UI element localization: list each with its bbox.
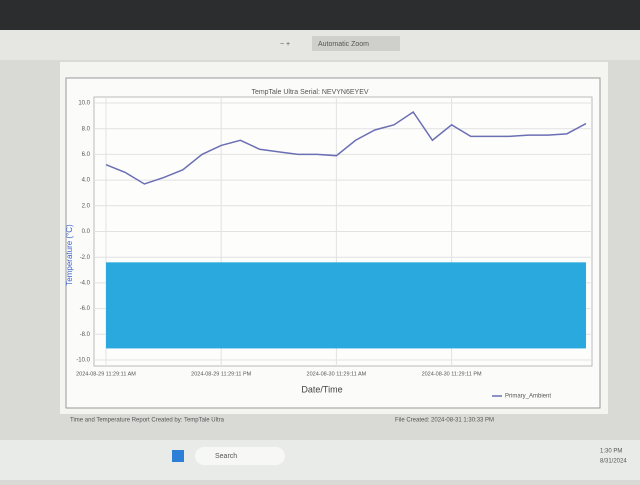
y-tick-label: 0.0 bbox=[82, 229, 91, 235]
y-tick-label: 10.0 bbox=[78, 101, 90, 107]
footer-right: File Created: 2024-08-31 1:30:33 PM bbox=[395, 418, 494, 424]
y-axis-label: Temperature (°C) bbox=[65, 224, 74, 286]
x-tick-label: 2024-08-30 11:29:11 PM bbox=[422, 371, 482, 377]
y-tick-label: 2.0 bbox=[82, 203, 91, 209]
bezel bbox=[0, 0, 640, 30]
range-band bbox=[106, 262, 586, 349]
legend-label: Primary_Ambient bbox=[505, 394, 551, 400]
y-tick-label: 8.0 bbox=[82, 126, 91, 132]
y-tick-label: 4.0 bbox=[82, 178, 91, 184]
zoom-out[interactable]: − + bbox=[280, 41, 290, 48]
clock-date: 8/31/2024 bbox=[600, 459, 627, 465]
taskbar bbox=[0, 440, 640, 480]
y-tick-label: -4.0 bbox=[80, 280, 91, 286]
y-tick-label: -10.0 bbox=[76, 358, 90, 364]
x-tick-label: 2024-08-30 11:29:11 AM bbox=[307, 371, 367, 377]
zoom-label: Automatic Zoom bbox=[318, 41, 369, 48]
y-tick-label: -2.0 bbox=[80, 255, 91, 261]
start-button[interactable] bbox=[172, 450, 184, 462]
chart-title: TempTale Ultra Serial: NEVYN6EYEV bbox=[251, 89, 368, 96]
y-tick-label: 6.0 bbox=[82, 152, 91, 158]
clock-time: 1:30 PM bbox=[600, 449, 622, 455]
zoom-select[interactable] bbox=[312, 36, 400, 51]
y-tick-label: -6.0 bbox=[80, 306, 91, 312]
search-label: Search bbox=[215, 453, 237, 460]
x-axis-label: Date/Time bbox=[301, 384, 342, 394]
data-line bbox=[105, 110, 587, 185]
footer-left: Time and Temperature Report Created by: … bbox=[70, 418, 225, 424]
x-tick-label: 2024-08-29 11:29:11 PM bbox=[191, 371, 251, 377]
y-tick-label: -8.0 bbox=[80, 332, 91, 338]
x-tick-label: 2024-08-29 11:29:11 AM bbox=[76, 371, 136, 377]
search-box[interactable] bbox=[195, 447, 285, 465]
